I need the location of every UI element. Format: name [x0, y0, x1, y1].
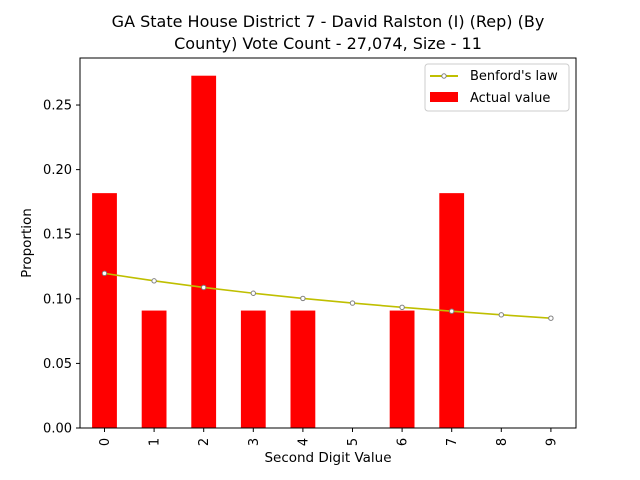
x-tick-label: 7 — [445, 438, 460, 446]
x-tick-label: 4 — [296, 438, 311, 446]
benford-line-series — [101, 270, 554, 321]
x-tick-label: 8 — [495, 438, 510, 446]
legend-label-actual: Actual value — [470, 91, 550, 106]
x-axis: 0 1 2 3 4 5 6 7 8 9 — [98, 428, 559, 446]
legend: Benford's law Actual value — [424, 63, 570, 112]
bar-series — [92, 75, 465, 428]
bar-digit-1 — [141, 310, 167, 428]
benford-point-1 — [151, 278, 157, 284]
benford-point-3 — [250, 290, 257, 296]
benford-point-8 — [498, 312, 504, 318]
benford-point-9 — [548, 315, 554, 321]
benford-point-2 — [201, 284, 207, 291]
benford-point-6 — [399, 304, 405, 311]
legend-bar-swatch — [430, 92, 458, 102]
chart-title-line-2: County) Vote Count - 27,074, Size - 11 — [174, 34, 482, 53]
x-tick-label: 3 — [247, 438, 262, 446]
bar-digit-3 — [240, 310, 266, 428]
x-tick-label: 9 — [544, 438, 559, 446]
x-axis-label: Second Digit Value — [264, 450, 391, 466]
y-axis-label: Proportion — [19, 208, 35, 278]
x-tick-label: 0 — [98, 438, 113, 446]
x-tick-label: 1 — [148, 438, 163, 446]
legend-line-marker — [441, 73, 447, 79]
y-tick-label: 0.10 — [43, 292, 72, 307]
benford-line — [104, 272, 551, 319]
y-tick-label: 0.15 — [43, 228, 72, 243]
chart-title: GA State House District 7 - David Ralsto… — [112, 12, 545, 53]
benford-point-0 — [101, 270, 108, 277]
y-tick-label: 0.20 — [43, 163, 72, 178]
bar-digit-0 — [92, 193, 117, 428]
y-tick-label: 0.05 — [43, 357, 72, 372]
legend-box — [424, 63, 570, 112]
bar-digit-4 — [290, 310, 316, 428]
chart-title-line-1: GA State House District 7 - David Ralsto… — [112, 12, 545, 31]
benford-point-7 — [449, 308, 455, 314]
x-tick-label: 2 — [197, 438, 212, 446]
y-tick-label: 0.00 — [43, 422, 72, 437]
bar-digit-6 — [389, 310, 415, 428]
benford-point-5 — [349, 300, 356, 306]
benford-point-4 — [300, 295, 306, 302]
legend-label-benford: Benford's law — [470, 69, 558, 84]
y-axis: 0.00 0.05 0.10 0.15 0.20 0.25 — [43, 99, 80, 437]
y-tick-label: 0.25 — [43, 99, 72, 114]
bar-digit-2 — [191, 75, 217, 428]
plot-area-frame — [79, 57, 577, 429]
x-tick-label: 6 — [396, 438, 411, 446]
x-tick-label: 5 — [346, 438, 361, 446]
